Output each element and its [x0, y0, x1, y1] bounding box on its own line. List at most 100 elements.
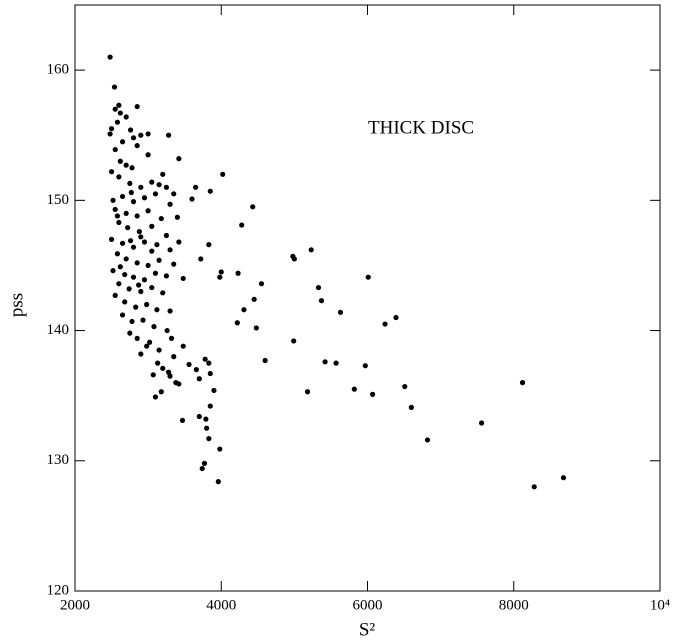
point [166, 132, 172, 138]
point [107, 54, 113, 60]
point [136, 228, 142, 235]
point [176, 239, 182, 245]
point [130, 135, 137, 141]
point [127, 238, 134, 244]
point [122, 299, 128, 305]
point [123, 114, 129, 120]
point [180, 275, 186, 282]
point [168, 335, 175, 341]
point [218, 269, 224, 275]
y-tick-label: 120 [47, 582, 70, 598]
point [171, 354, 177, 360]
point [215, 479, 221, 485]
point [362, 363, 368, 369]
point [149, 284, 155, 291]
point [119, 240, 126, 246]
point [291, 256, 297, 262]
x-tick-label: 2000 [60, 597, 90, 613]
point [130, 199, 137, 205]
point [134, 213, 140, 219]
point [393, 314, 399, 321]
point [134, 143, 140, 149]
point [126, 286, 132, 292]
point [251, 296, 257, 302]
point [160, 171, 166, 177]
point [134, 335, 140, 341]
point [402, 383, 408, 390]
point [308, 247, 314, 253]
point [128, 189, 134, 196]
point [116, 281, 122, 287]
point [189, 196, 195, 202]
point [322, 359, 328, 365]
x-tick-label: 6000 [353, 597, 383, 613]
point [119, 193, 126, 200]
point [116, 219, 122, 226]
point [138, 234, 144, 240]
point [138, 132, 144, 138]
point [164, 327, 170, 334]
point [250, 204, 256, 210]
point [180, 343, 186, 349]
point [217, 446, 223, 452]
point [141, 239, 148, 245]
point [382, 321, 388, 327]
point [146, 339, 153, 345]
y-tick-label: 160 [47, 62, 70, 78]
point [110, 197, 116, 203]
point [163, 273, 170, 279]
point [149, 179, 155, 185]
point [291, 338, 297, 344]
point [204, 425, 210, 431]
point [107, 131, 113, 137]
point [154, 242, 160, 248]
point [220, 171, 226, 177]
point [207, 188, 213, 194]
point [127, 180, 133, 187]
point [158, 389, 164, 395]
y-axis-label: pss [6, 293, 27, 317]
point [253, 325, 259, 331]
point [365, 274, 371, 280]
point [151, 324, 157, 330]
point [156, 182, 162, 188]
point [193, 184, 199, 190]
point [217, 274, 223, 280]
point [152, 270, 159, 276]
point [119, 139, 126, 145]
point [112, 146, 118, 153]
point [155, 360, 161, 366]
point [114, 213, 121, 219]
point [145, 152, 151, 158]
point [141, 277, 148, 283]
point [129, 318, 135, 325]
point [129, 165, 135, 171]
point [123, 210, 129, 216]
point [207, 403, 213, 409]
point [138, 288, 144, 295]
point [167, 201, 173, 207]
point [173, 380, 179, 386]
point [122, 271, 128, 278]
point [145, 208, 151, 214]
point [163, 232, 170, 239]
point [531, 484, 537, 490]
point [125, 225, 131, 231]
point [116, 174, 122, 180]
point [123, 256, 129, 262]
point [119, 312, 126, 318]
point [315, 284, 322, 291]
point [134, 103, 140, 110]
point [198, 256, 204, 262]
point [519, 380, 526, 386]
point [114, 251, 121, 257]
point [235, 270, 241, 276]
point [133, 304, 139, 310]
point [154, 307, 160, 313]
point [127, 330, 133, 336]
point [202, 356, 208, 362]
point [145, 262, 151, 269]
point [179, 417, 186, 424]
point [116, 102, 122, 108]
